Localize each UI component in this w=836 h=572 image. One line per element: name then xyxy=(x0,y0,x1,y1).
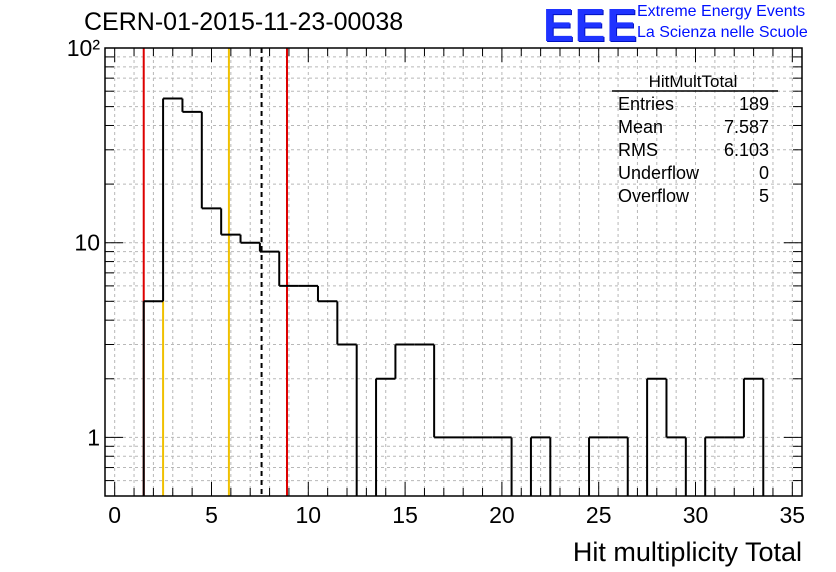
grid-lines xyxy=(105,47,802,497)
stats-row-label: Overflow xyxy=(618,186,690,206)
stats-row-value: 6.103 xyxy=(724,140,769,160)
stats-box: HitMultTotal Entries 189 Mean 7.587 RMS 6.103 U… xyxy=(612,72,778,206)
stats-row-value: 5 xyxy=(759,186,769,206)
axis-ticks xyxy=(105,47,802,497)
logo-subtitle-line-1: Extreme Energy Events xyxy=(637,3,806,20)
logo-subtitle-line-2: La Scienza nelle Scuole xyxy=(637,24,808,41)
stats-row-label: Mean xyxy=(618,117,663,137)
y-tick-label: 10² xyxy=(67,35,101,61)
x-tick-label: 35 xyxy=(780,502,806,528)
stats-row-value: 189 xyxy=(739,94,769,114)
x-tick-label: 30 xyxy=(683,502,709,528)
x-tick-label: 0 xyxy=(108,502,121,528)
histogram-outline xyxy=(142,97,765,496)
reference-lines xyxy=(142,48,288,496)
stats-row-label: Underflow xyxy=(618,163,700,183)
plot-border xyxy=(104,47,803,497)
stats-row-label: Entries xyxy=(618,94,674,114)
x-axis-title: Hit multiplicity Total xyxy=(573,537,802,567)
eee-logo: EEE xyxy=(543,0,639,51)
plot-frame xyxy=(104,47,803,497)
x-tick-label: 15 xyxy=(392,502,418,528)
stats-row-label: RMS xyxy=(618,140,658,160)
y-tick-label: 1 xyxy=(87,424,100,450)
stats-row-value: 7.587 xyxy=(724,117,769,137)
stats-row-value: 0 xyxy=(759,163,769,183)
y-tick-label: 10 xyxy=(74,230,100,256)
x-tick-label: 25 xyxy=(586,502,612,528)
stats-title: HitMultTotal xyxy=(649,72,738,91)
run-title: CERN-01-2015-11-23-00038 xyxy=(84,8,404,36)
x-tick-label: 5 xyxy=(205,502,218,528)
x-tick-label: 20 xyxy=(489,502,515,528)
tick-labels: 0 5 10 15 20 25 30 35 1 10 10² xyxy=(67,35,805,528)
x-tick-label: 10 xyxy=(295,502,321,528)
